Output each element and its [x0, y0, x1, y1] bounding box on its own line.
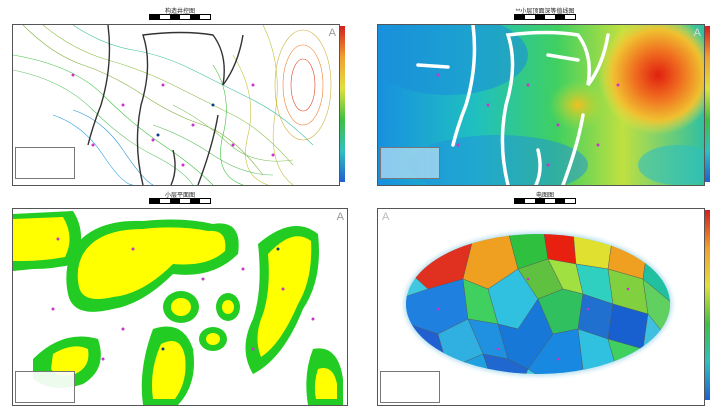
color-scale	[705, 26, 710, 182]
color-scale	[340, 26, 345, 182]
scale-bar-icon	[149, 198, 211, 204]
panel-structure-map: 构造井控图	[6, 4, 354, 188]
map-frame: A	[12, 24, 340, 186]
panel-title: 构造井控图	[164, 9, 195, 15]
scale-bar-icon	[514, 14, 576, 20]
scale-bar-icon	[149, 14, 211, 20]
panel-depth-contour-map: **小层顶面深等值线图	[371, 4, 719, 188]
contour-map	[13, 25, 332, 185]
panel-title: **小层顶面深等值线图	[515, 9, 575, 15]
north-arrow-icon: A	[328, 27, 336, 39]
sand-body-map	[13, 211, 343, 405]
north-arrow-icon: A	[382, 211, 390, 223]
map-legend	[380, 147, 440, 179]
depth-heatmap	[378, 25, 704, 185]
panel-voronoi-map: 电图图	[371, 188, 719, 408]
north-arrow-icon: A	[336, 211, 344, 223]
scale-bar-icon	[514, 198, 576, 204]
color-scale	[705, 210, 710, 400]
north-arrow-icon: A	[693, 27, 701, 39]
panel-layer-plan-map: 小层平面图	[6, 188, 354, 408]
panel-title: 小层平面图	[164, 193, 195, 199]
map-frame: A	[377, 24, 705, 186]
map-frame: A	[12, 208, 348, 406]
voronoi-cells	[404, 232, 672, 376]
map-legend	[15, 371, 75, 403]
panel-title: 电图图	[535, 193, 554, 199]
map-legend	[380, 371, 440, 403]
map-frame: A	[377, 208, 705, 406]
map-legend	[15, 147, 75, 179]
